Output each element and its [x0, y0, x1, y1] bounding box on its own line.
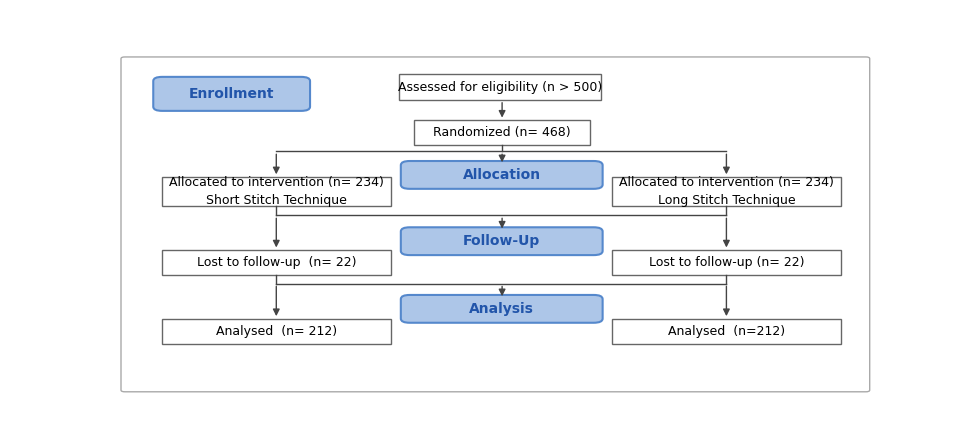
FancyBboxPatch shape — [413, 120, 590, 145]
Text: Follow-Up: Follow-Up — [463, 234, 540, 248]
Text: Allocated to intervention (n= 234)
Long Stitch Technique: Allocated to intervention (n= 234) Long … — [620, 176, 834, 207]
Text: Enrollment: Enrollment — [189, 87, 274, 101]
FancyBboxPatch shape — [401, 295, 603, 323]
Text: Assessed for eligibility (n > 500): Assessed for eligibility (n > 500) — [398, 81, 602, 94]
FancyBboxPatch shape — [163, 250, 391, 275]
FancyBboxPatch shape — [153, 77, 310, 111]
Text: Allocated to intervention (n= 234)
Short Stitch Technique: Allocated to intervention (n= 234) Short… — [169, 176, 384, 207]
FancyBboxPatch shape — [613, 319, 841, 344]
Text: Analysed  (n=212): Analysed (n=212) — [668, 325, 785, 338]
Text: Analysed  (n= 212): Analysed (n= 212) — [216, 325, 337, 338]
FancyBboxPatch shape — [163, 319, 391, 344]
FancyBboxPatch shape — [613, 250, 841, 275]
FancyBboxPatch shape — [121, 57, 869, 392]
Text: Analysis: Analysis — [469, 302, 534, 316]
FancyBboxPatch shape — [401, 227, 603, 255]
FancyBboxPatch shape — [399, 74, 601, 100]
Text: Randomized (n= 468): Randomized (n= 468) — [433, 126, 570, 139]
FancyBboxPatch shape — [163, 177, 391, 206]
Text: Allocation: Allocation — [463, 168, 541, 182]
Text: Lost to follow-up  (n= 22): Lost to follow-up (n= 22) — [197, 256, 356, 269]
Text: Lost to follow-up (n= 22): Lost to follow-up (n= 22) — [649, 256, 804, 269]
FancyBboxPatch shape — [401, 161, 603, 189]
FancyBboxPatch shape — [613, 177, 841, 206]
